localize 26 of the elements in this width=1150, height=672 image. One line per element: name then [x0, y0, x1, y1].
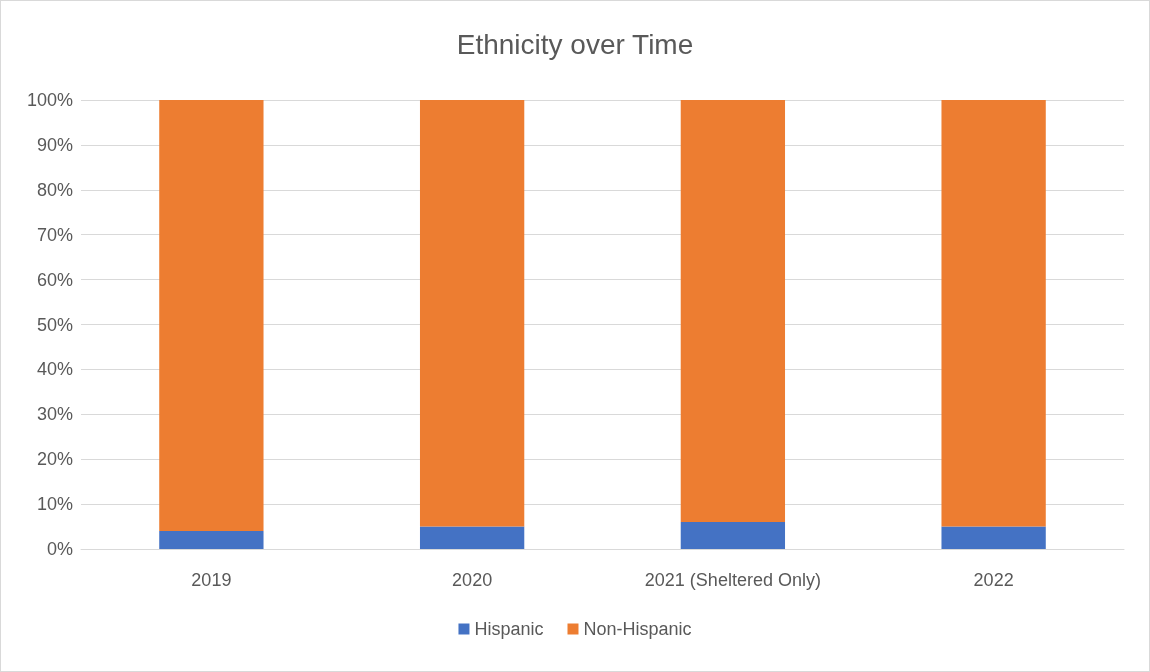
x-tick-label: 2022: [973, 570, 1014, 590]
y-tick-label: 80%: [36, 179, 73, 200]
legend-label: Non-Hispanic: [583, 619, 692, 639]
y-tick-label: 20%: [36, 449, 73, 470]
bar: [941, 100, 1046, 527]
bar: [680, 100, 786, 523]
bar: [159, 100, 264, 532]
y-tick-label: 50%: [36, 314, 73, 335]
y-tick-label: 10%: [36, 494, 73, 515]
y-tick-label: 40%: [36, 359, 73, 380]
x-tick-label: 2019: [191, 570, 232, 590]
y-tick-label: 90%: [36, 134, 73, 155]
bar: [419, 526, 525, 549]
x-tick-label: 2021 (Sheltered Only): [644, 570, 821, 590]
bar: [941, 526, 1046, 549]
bar: [680, 522, 786, 549]
y-tick-label: 30%: [36, 404, 73, 425]
legend-label: Hispanic: [474, 619, 544, 639]
bar: [419, 100, 525, 527]
y-tick-label: 0%: [46, 539, 73, 559]
y-tick-label: 70%: [36, 224, 73, 245]
y-tick-label: 60%: [36, 269, 73, 290]
y-tick-label: 100%: [26, 90, 73, 110]
x-tick-label: 2020: [452, 570, 493, 590]
bar: [159, 531, 264, 549]
chart-title: Ethnicity over Time: [456, 28, 694, 60]
